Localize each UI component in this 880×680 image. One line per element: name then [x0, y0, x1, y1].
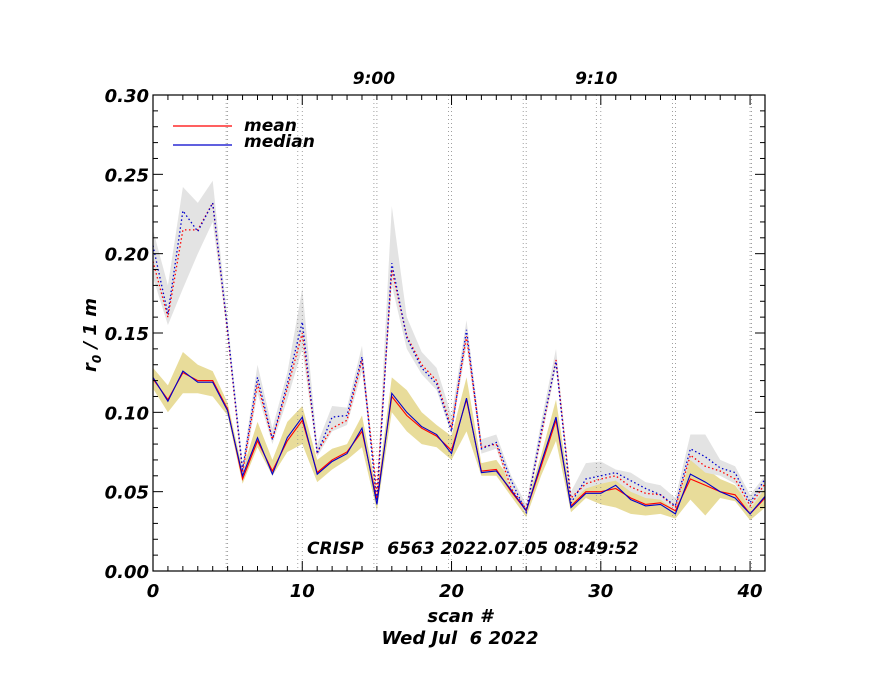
- median-high-line: [152, 200, 766, 515]
- y-tick-label: 0.20: [105, 245, 149, 266]
- legend-mean-label: mean: [244, 116, 297, 136]
- y-axis-label-tail: / 1 m: [80, 298, 101, 355]
- confidence-bands: [153, 180, 765, 521]
- y-tick-label: 0.10: [105, 403, 149, 424]
- y-axis-label: r0 / 1 m: [80, 298, 104, 372]
- x-tick-label: 40: [737, 581, 763, 602]
- date-label: Wed Jul 6 2022: [381, 628, 538, 649]
- x-tick-label: 20: [439, 581, 464, 602]
- high-band: [153, 180, 765, 514]
- top-time-label: 9:00: [353, 69, 395, 89]
- low-band: [153, 352, 765, 521]
- y-tick-label: 0.30: [105, 86, 149, 107]
- y-tick-label: 0.15: [105, 324, 149, 345]
- y-tick-label: 0.05: [105, 483, 149, 504]
- data-series: [152, 200, 766, 515]
- legend: mean median: [173, 116, 315, 152]
- axis-ticks: [152, 94, 766, 572]
- median-low-line: [152, 370, 766, 515]
- legend-median-label: median: [244, 132, 315, 152]
- x-axis-label: scan #: [427, 606, 495, 627]
- y-axis-label-main: r: [80, 362, 101, 372]
- x-tick-label: 0: [147, 581, 160, 602]
- y-tick-label: 0.25: [105, 165, 149, 186]
- y-axis-label-sub: 0: [90, 355, 104, 363]
- top-time-label: 9:10: [575, 69, 617, 89]
- x-tick-label: 10: [290, 581, 315, 602]
- tick-labels: 0 10 20 30 40 0.00 0.05 0.10 0.15 0.20 0.25 0.30: [105, 86, 763, 602]
- chart-title: CRISP 6563 2022.07.05 08:49:52: [307, 539, 639, 559]
- top-time-labels: 9:00 9:10: [353, 69, 618, 89]
- y-tick-label: 0.00: [105, 562, 149, 583]
- x-tick-label: 30: [588, 581, 613, 602]
